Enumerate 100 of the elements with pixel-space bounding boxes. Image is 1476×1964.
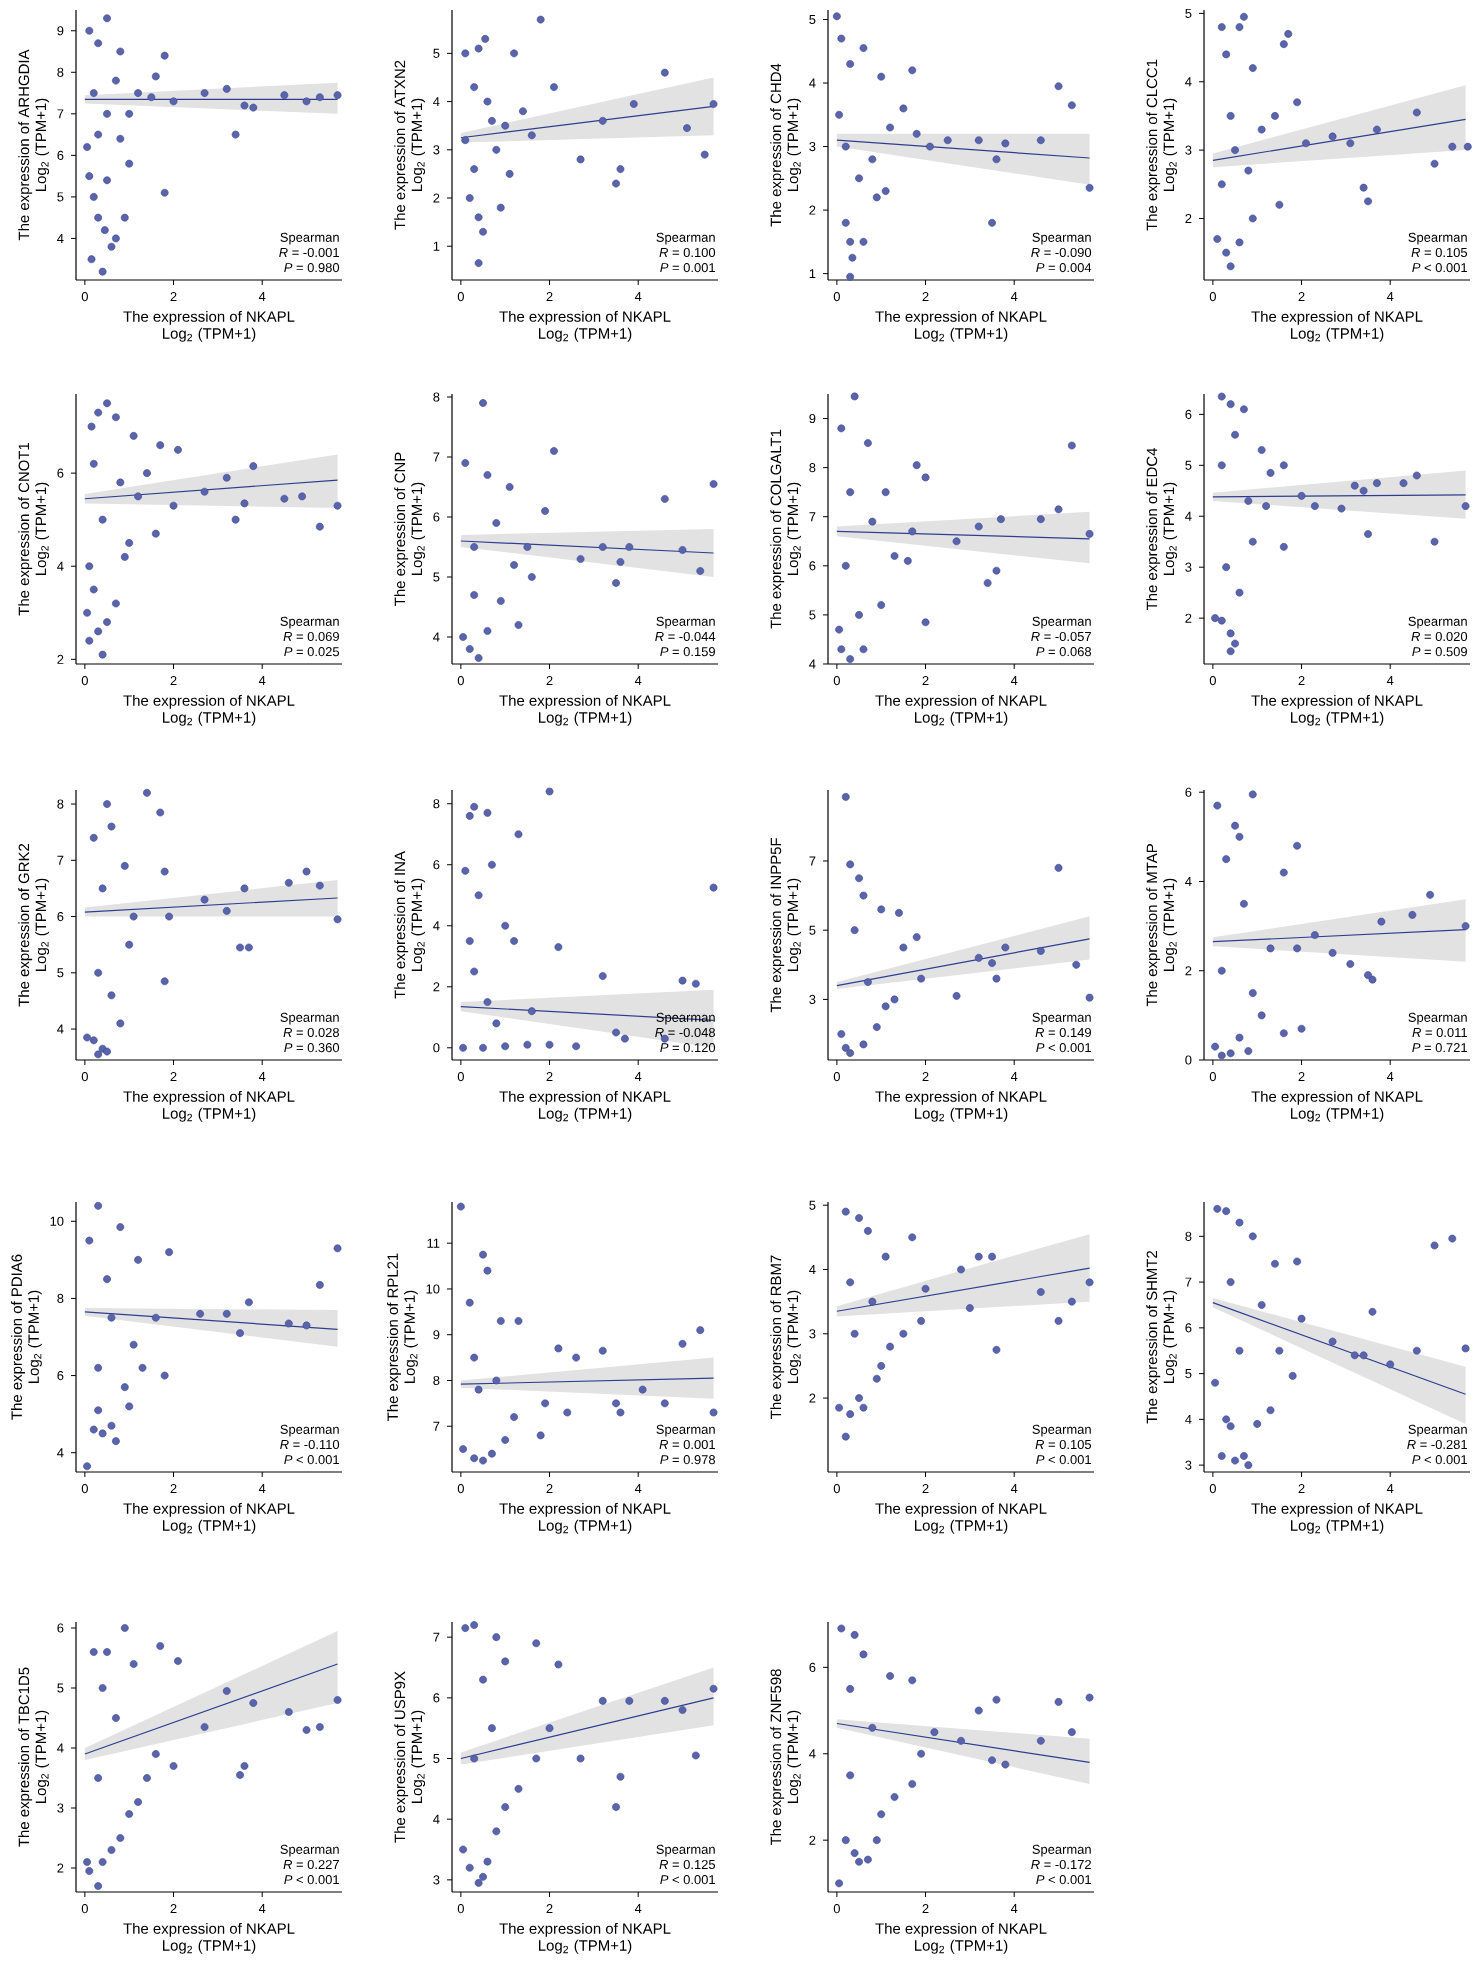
point bbox=[514, 1317, 523, 1325]
point bbox=[479, 1043, 487, 1052]
point bbox=[492, 1827, 501, 1836]
point bbox=[576, 1754, 585, 1763]
point bbox=[492, 1019, 501, 1028]
point bbox=[988, 218, 996, 227]
point bbox=[1350, 1351, 1359, 1360]
point bbox=[459, 633, 467, 641]
point bbox=[280, 91, 289, 100]
point bbox=[134, 1798, 142, 1806]
point bbox=[841, 793, 850, 801]
point bbox=[1235, 1346, 1244, 1355]
point bbox=[1373, 479, 1381, 488]
point bbox=[89, 459, 98, 468]
point bbox=[1067, 1297, 1076, 1306]
point bbox=[1279, 542, 1288, 551]
point bbox=[696, 567, 705, 575]
point bbox=[1244, 1461, 1253, 1470]
point bbox=[1036, 947, 1045, 955]
point bbox=[1412, 1346, 1421, 1355]
point bbox=[1222, 50, 1231, 59]
point bbox=[461, 866, 470, 875]
point bbox=[550, 447, 558, 455]
point bbox=[1461, 1344, 1470, 1353]
point bbox=[94, 1882, 103, 1890]
point bbox=[660, 495, 669, 503]
point bbox=[660, 1696, 669, 1705]
point bbox=[89, 193, 98, 201]
point bbox=[483, 97, 492, 106]
point bbox=[921, 473, 930, 482]
point bbox=[103, 1047, 111, 1056]
point bbox=[848, 253, 857, 262]
point bbox=[333, 915, 342, 924]
point bbox=[1036, 1288, 1045, 1296]
point bbox=[98, 650, 107, 659]
point bbox=[1448, 142, 1457, 151]
point bbox=[160, 1371, 169, 1380]
point bbox=[1386, 1360, 1395, 1369]
point bbox=[1310, 931, 1319, 939]
point bbox=[1231, 1456, 1239, 1465]
point bbox=[496, 597, 505, 605]
point bbox=[85, 562, 94, 571]
point bbox=[1036, 136, 1045, 145]
point bbox=[841, 1836, 850, 1845]
point bbox=[125, 109, 134, 118]
point bbox=[165, 912, 173, 921]
point bbox=[868, 1297, 877, 1306]
point bbox=[456, 1202, 465, 1211]
point bbox=[988, 1756, 996, 1765]
point bbox=[890, 552, 899, 560]
point bbox=[1399, 479, 1408, 488]
point bbox=[1222, 1415, 1231, 1424]
point bbox=[1297, 491, 1306, 500]
point bbox=[112, 599, 120, 608]
point bbox=[1067, 1728, 1076, 1737]
point bbox=[1275, 200, 1284, 209]
point bbox=[837, 1624, 846, 1633]
point bbox=[709, 1684, 718, 1693]
point bbox=[846, 272, 855, 281]
point bbox=[683, 124, 691, 132]
point bbox=[103, 14, 111, 23]
point bbox=[488, 116, 496, 125]
point bbox=[846, 60, 855, 68]
point bbox=[846, 1685, 855, 1693]
point bbox=[1448, 1234, 1457, 1243]
point bbox=[501, 1803, 510, 1811]
point bbox=[89, 1036, 98, 1045]
point bbox=[1257, 446, 1266, 454]
point bbox=[1430, 537, 1439, 546]
point bbox=[87, 255, 96, 264]
point bbox=[222, 907, 231, 915]
point bbox=[881, 1002, 890, 1011]
point bbox=[1248, 64, 1257, 72]
point bbox=[107, 1846, 116, 1854]
point bbox=[1235, 238, 1244, 247]
point bbox=[541, 1399, 549, 1408]
point bbox=[1235, 23, 1244, 31]
point bbox=[103, 176, 111, 185]
point bbox=[1248, 790, 1257, 799]
point bbox=[1085, 1278, 1094, 1287]
point bbox=[120, 1624, 129, 1632]
point bbox=[1461, 502, 1470, 510]
point bbox=[1266, 944, 1275, 953]
point bbox=[129, 1660, 138, 1668]
point bbox=[678, 976, 687, 985]
point bbox=[1226, 629, 1235, 638]
point bbox=[1368, 1307, 1377, 1316]
point bbox=[1054, 863, 1063, 872]
point bbox=[868, 517, 877, 526]
point bbox=[835, 110, 843, 119]
point bbox=[598, 116, 607, 125]
point bbox=[143, 788, 151, 797]
point bbox=[510, 561, 518, 569]
point bbox=[1226, 262, 1235, 271]
point bbox=[83, 1858, 91, 1866]
point bbox=[965, 1304, 974, 1312]
point bbox=[992, 155, 1001, 164]
point bbox=[120, 1383, 129, 1392]
point bbox=[554, 1344, 563, 1353]
point bbox=[1293, 944, 1301, 953]
